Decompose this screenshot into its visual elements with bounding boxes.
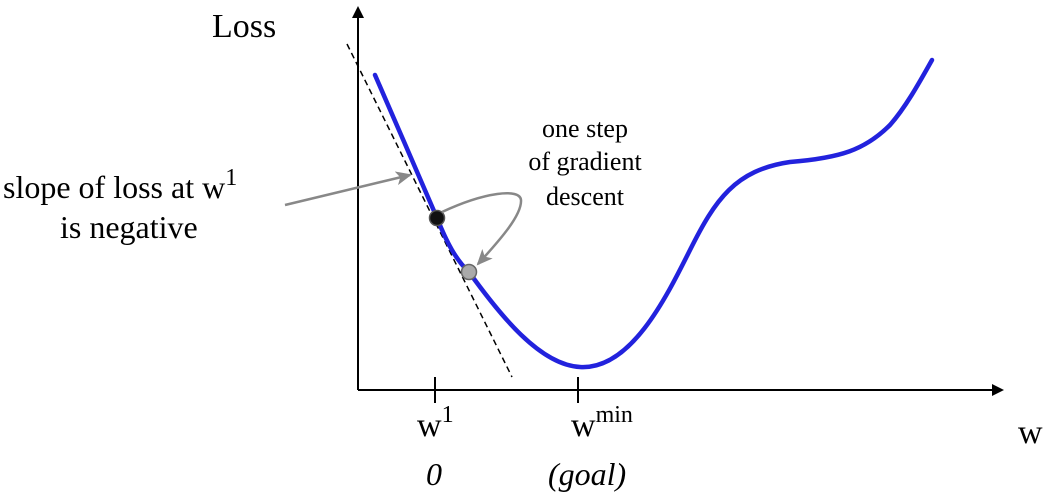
next-point bbox=[460, 263, 478, 281]
step-annotation-line2: of gradient bbox=[528, 147, 642, 176]
slope-annotation-sup: 1 bbox=[225, 165, 237, 191]
step-annotation-line3: descent bbox=[546, 182, 625, 211]
tick-label-wmin-base: w bbox=[571, 407, 596, 444]
tick-label-wmin-sup: min bbox=[596, 402, 633, 428]
step-arrow bbox=[441, 192, 523, 266]
tick-label-wmin: wmin bbox=[571, 402, 633, 444]
tick-label-w1-base: w bbox=[417, 407, 442, 444]
slope-annotation-line2: is negative bbox=[60, 209, 198, 245]
step-annotation-line1: one step bbox=[542, 114, 628, 143]
slope-annotation-line1: slope of loss at w1 bbox=[3, 165, 237, 205]
loss-curve bbox=[372, 57, 935, 370]
tangent-line bbox=[346, 43, 513, 378]
x-axis-label: w bbox=[1018, 414, 1043, 451]
slope-annotation-text: slope of loss at w bbox=[3, 169, 225, 205]
tick-sublabel-wmin: (goal) bbox=[548, 456, 626, 492]
y-axis-label: Loss bbox=[212, 8, 276, 45]
current-point bbox=[428, 209, 446, 227]
tick-label-w1: w1 bbox=[417, 402, 454, 444]
tick-sublabel-w1: 0 bbox=[426, 456, 442, 492]
slope-arrow bbox=[284, 171, 412, 207]
tick-label-w1-sup: 1 bbox=[442, 402, 454, 428]
